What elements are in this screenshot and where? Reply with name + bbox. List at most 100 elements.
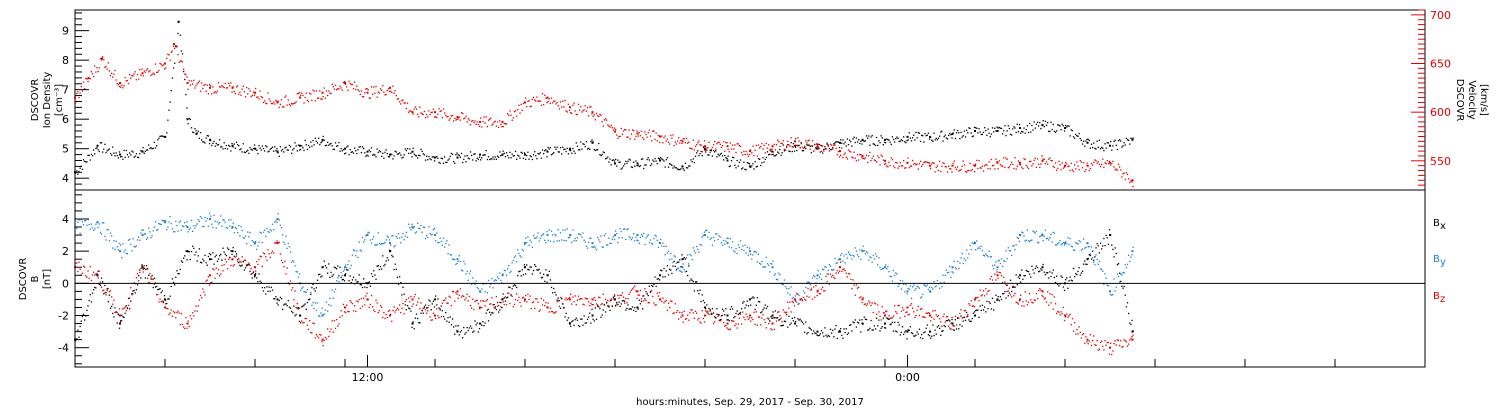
bx-dot xyxy=(901,326,904,328)
velocity-dot xyxy=(413,108,415,110)
density-dot xyxy=(970,132,972,134)
top-panel-marks xyxy=(74,20,1134,188)
by-dot xyxy=(588,241,590,244)
bx-dot xyxy=(573,324,575,327)
velocity-dot xyxy=(694,145,697,147)
bx-dot xyxy=(991,297,994,300)
bz-dot xyxy=(440,316,442,318)
density-dot xyxy=(162,135,165,138)
bx-dot xyxy=(282,308,284,311)
density-dot xyxy=(624,163,626,165)
by-dot xyxy=(224,221,226,223)
by-dot xyxy=(995,261,997,263)
bx-dot xyxy=(572,320,574,322)
density-dot xyxy=(800,142,802,144)
bz-dot xyxy=(1058,311,1060,313)
bz-dot xyxy=(905,311,907,314)
bz-dot xyxy=(98,270,100,272)
density-dot xyxy=(504,156,507,158)
bx-dot xyxy=(574,319,576,321)
bx-dot xyxy=(413,328,415,330)
density-dot xyxy=(1094,147,1096,150)
bx-dot xyxy=(279,296,282,299)
bx-dot xyxy=(554,291,556,294)
bx-dot xyxy=(610,299,612,301)
density-dot xyxy=(397,153,400,155)
density-dot xyxy=(679,168,681,171)
bx-dot xyxy=(449,316,451,318)
density-dot xyxy=(178,20,180,23)
by-dot xyxy=(1126,263,1129,265)
bz-dot xyxy=(349,299,351,302)
density-dot xyxy=(1078,132,1080,135)
bx-dot xyxy=(863,316,865,318)
density-dot xyxy=(424,159,427,161)
density-dot xyxy=(882,144,885,146)
density-dot xyxy=(566,147,568,150)
bz-dot xyxy=(1065,316,1067,318)
velocity-dot xyxy=(171,50,174,52)
velocity-dot xyxy=(1120,169,1122,171)
by-dot xyxy=(291,261,293,263)
velocity-dot xyxy=(342,81,345,84)
bz-dot xyxy=(998,271,1000,274)
density-dot xyxy=(310,141,312,143)
density-dot xyxy=(928,138,931,140)
by-dot xyxy=(401,236,403,238)
bx-dot xyxy=(1048,277,1050,279)
bx-dot xyxy=(973,311,976,313)
by-dot xyxy=(1081,248,1084,250)
density-dot xyxy=(373,153,375,156)
by-dot xyxy=(144,233,147,235)
density-dot xyxy=(459,156,462,158)
by-dot xyxy=(522,250,525,252)
by-dot xyxy=(558,240,561,242)
velocity-dot xyxy=(691,148,693,150)
by-dot xyxy=(233,232,235,234)
bx-dot xyxy=(255,272,257,275)
bz-dot xyxy=(1130,337,1132,340)
density-dot xyxy=(855,137,858,139)
bz-dot xyxy=(1080,337,1083,339)
bz-dot xyxy=(230,264,232,267)
bz-dot xyxy=(1120,340,1122,342)
bx-point xyxy=(704,306,706,309)
by-dot xyxy=(817,269,819,272)
velocity-dot xyxy=(789,145,791,147)
density-dot xyxy=(140,150,142,152)
bz-dot xyxy=(368,306,370,309)
density-dot xyxy=(116,155,118,157)
by-dot xyxy=(531,246,534,249)
density-dot xyxy=(426,155,428,157)
by-dot xyxy=(556,240,558,242)
bx-dot xyxy=(674,265,676,268)
bz-dot xyxy=(1026,304,1029,306)
velocity-dot xyxy=(1132,185,1134,188)
by-dot xyxy=(594,247,597,249)
bz-dot xyxy=(518,296,520,299)
bz-dot xyxy=(710,312,712,314)
bz-dot xyxy=(701,309,703,312)
velocity-dot xyxy=(534,99,536,101)
bx-dot xyxy=(851,330,853,332)
bx-dot xyxy=(934,329,936,331)
bz-point xyxy=(906,306,909,309)
density-dot xyxy=(1009,133,1012,136)
velocity-dot xyxy=(629,138,631,140)
by-dot xyxy=(595,248,598,251)
by-dot xyxy=(102,222,104,224)
velocity-dot xyxy=(1048,158,1050,160)
density-dot xyxy=(177,32,179,35)
bz-dot xyxy=(529,295,531,297)
by-dot xyxy=(108,240,111,242)
density-dot xyxy=(355,150,357,152)
velocity-dot xyxy=(202,87,204,90)
by-point xyxy=(1041,234,1044,237)
bz-dot xyxy=(694,310,697,312)
density-dot xyxy=(196,132,198,134)
density-dot xyxy=(936,139,939,141)
bx-dot xyxy=(635,310,637,313)
density-dot xyxy=(890,143,892,146)
density-dot xyxy=(555,148,557,150)
density-dot xyxy=(949,132,951,135)
